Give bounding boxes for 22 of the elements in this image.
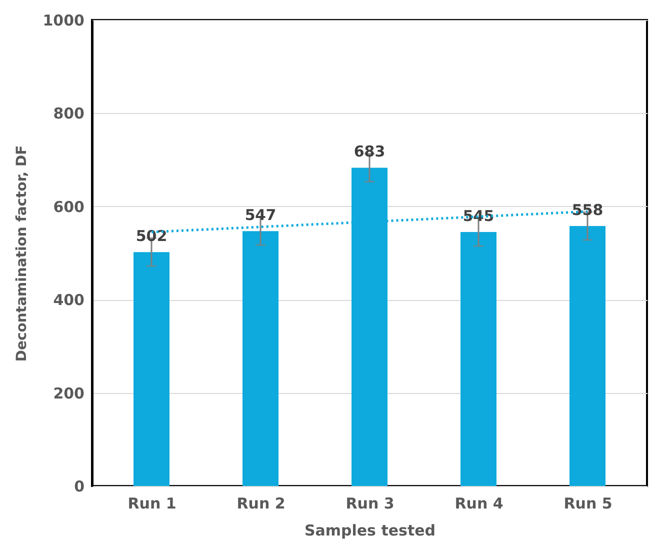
y-tick-label: 600	[53, 198, 84, 216]
x-axis-title: Samples tested	[304, 522, 436, 540]
bar	[242, 231, 278, 486]
data-label: 558	[572, 200, 604, 219]
y-axis-title: Decontamination factor, DF	[14, 145, 30, 362]
data-label: 502	[136, 227, 168, 246]
x-tick-label: Run 3	[346, 494, 394, 512]
bar	[570, 226, 606, 486]
x-tick-label: Run 1	[128, 494, 176, 512]
y-tick-label: 200	[53, 384, 84, 402]
data-label: 547	[244, 206, 276, 224]
y-tick-label: 800	[53, 104, 84, 123]
bar	[460, 232, 496, 486]
data-label: 683	[354, 142, 386, 161]
x-tick-label: Run 4	[454, 494, 504, 512]
x-tick-label: Run 5	[564, 494, 612, 512]
y-tick-label: 0	[74, 478, 84, 496]
y-tick-label: 400	[53, 291, 84, 310]
y-tick-label: 1000	[42, 12, 84, 30]
data-label: 545	[462, 207, 494, 226]
x-tick-label: Run 2	[236, 494, 286, 512]
bar	[134, 252, 170, 486]
